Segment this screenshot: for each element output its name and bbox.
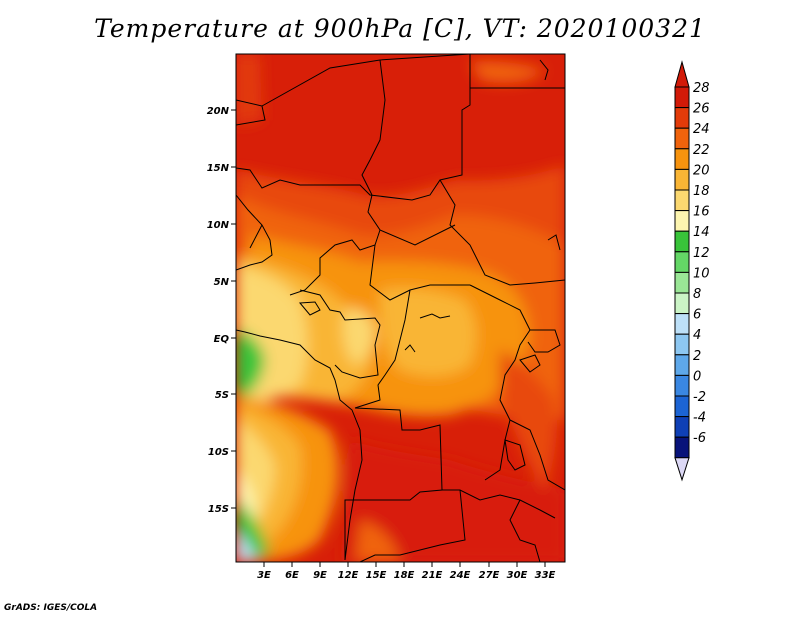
lat-tick-label: 15S	[208, 504, 229, 515]
lon-tick-label: 33E	[535, 570, 556, 581]
colorbar-label: 0	[693, 369, 701, 384]
grads-credit: GrADS: IGES/COLA	[4, 603, 98, 613]
colorbar-label: -2	[693, 390, 706, 405]
lon-tick-label: 18E	[394, 570, 415, 581]
colorbar-swatch	[674, 168, 690, 191]
colorbar-label: 4	[693, 328, 701, 343]
lat-tick-label: 15N	[207, 163, 230, 174]
colorbar-swatch	[674, 86, 690, 109]
colorbar-swatch	[674, 251, 690, 273]
colorbar-label: 26	[693, 102, 710, 117]
colorbar-label: 24	[693, 122, 710, 137]
colorbar-swatch	[674, 333, 690, 356]
lon-tick-label: 24E	[450, 570, 471, 581]
colorbar-label: 28	[693, 81, 710, 96]
lon-tick-label: 30E	[507, 570, 528, 581]
lat-tick-label: 10N	[207, 220, 230, 231]
colorbar-swatch	[674, 189, 690, 212]
lon-tick-label: 9E	[313, 570, 327, 581]
country-borders	[236, 54, 565, 562]
lon-tick-label: 12E	[338, 570, 359, 581]
colorbar-swatch	[674, 292, 690, 315]
lat-tick-label: 10S	[208, 447, 229, 458]
lat-tick-label: 5N	[214, 277, 230, 288]
colorbar-swatch	[674, 230, 690, 253]
lon-tick-label: 15E	[366, 570, 387, 581]
colorbar-swatch	[674, 210, 690, 232]
colorbar-swatch	[674, 354, 690, 376]
lon-tick-label: 21E	[422, 570, 443, 581]
temperature-field	[236, 54, 565, 562]
colorbar-swatch	[674, 271, 690, 294]
colorbar-label: 22	[693, 143, 710, 158]
lon-tick-label: 6E	[285, 570, 299, 581]
colorbar-swatch	[674, 416, 690, 438]
colorbar-swatch	[674, 127, 690, 150]
map-frame	[235, 53, 566, 563]
colorbar-swatch	[674, 107, 690, 129]
lon-tick-label: 27E	[479, 570, 500, 581]
colorbar-label: 8	[693, 287, 701, 302]
colorbar-label: 16	[693, 205, 710, 220]
lat-tick-label: EQ	[214, 334, 230, 345]
colorbar-label: 14	[693, 225, 710, 240]
colorbar-swatch	[674, 313, 690, 335]
colorbar-top-arrow	[674, 60, 690, 88]
colorbar-swatch	[674, 395, 690, 418]
lat-tick-label: 5S	[215, 390, 229, 401]
plot-title: Temperature at 900hPa [C], VT: 202010032…	[94, 14, 706, 43]
lon-tick-label: 3E	[257, 570, 271, 581]
longitude-axis: 3E 6E 9E 12E 15E 18E 21E 24E 27E 30E 33E	[257, 562, 556, 581]
colorbar-swatch	[674, 436, 690, 459]
colorbar-label: 6	[693, 308, 701, 323]
colorbar-swatch	[674, 148, 690, 170]
colorbar-label: 12	[693, 246, 710, 261]
latitude-axis: 20N 15N 10N 5N EQ 5S 10S 15S	[207, 106, 236, 515]
lat-tick-label: 20N	[207, 106, 230, 117]
colorbar-label: 10	[693, 266, 710, 281]
colorbar-label: -4	[693, 411, 706, 426]
colorbar-bottom-arrow	[674, 457, 690, 482]
colorbar-label: 2	[693, 349, 701, 364]
colorbar-swatch	[674, 374, 690, 397]
colorbar-label: -6	[693, 431, 706, 446]
colorbar-label: 18	[693, 184, 710, 199]
colorbar-label: 20	[693, 163, 710, 178]
